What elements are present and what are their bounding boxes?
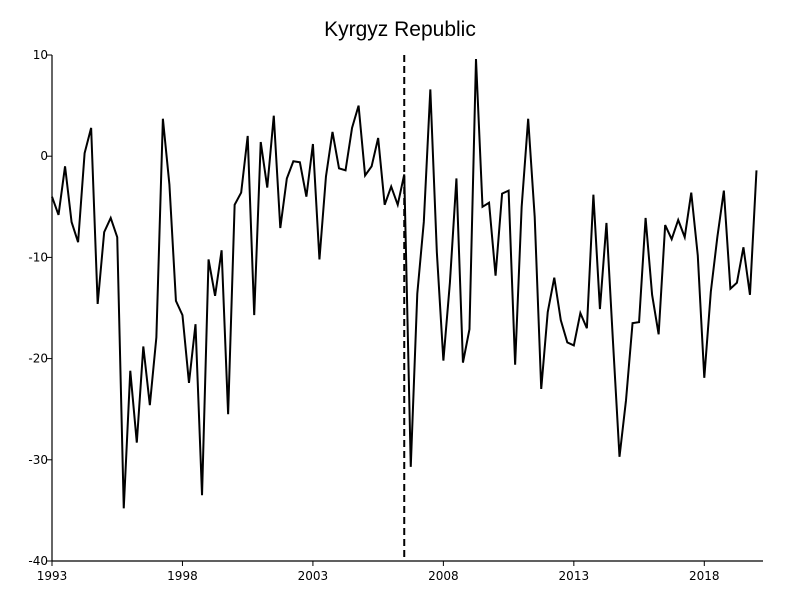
- series-line: [51, 59, 758, 509]
- y-tick-label: -20: [28, 352, 48, 366]
- y-tick-label: -10: [28, 250, 48, 264]
- y-tick-label: 0: [40, 149, 48, 163]
- chart-title: Kyrgyz Republic: [324, 18, 476, 41]
- x-tick-label: 2008: [428, 569, 459, 583]
- x-tick-label: 1998: [167, 569, 198, 583]
- x-tick-label: 2018: [689, 569, 720, 583]
- y-tick-label: -30: [28, 453, 48, 467]
- x-tick-label: 2013: [559, 569, 590, 583]
- x-tick-label: 1993: [37, 569, 68, 583]
- x-tick-label: 2003: [298, 569, 329, 583]
- y-tick-label: 10: [33, 48, 48, 62]
- series-group: [51, 59, 758, 509]
- y-tick-label: -40: [28, 554, 48, 568]
